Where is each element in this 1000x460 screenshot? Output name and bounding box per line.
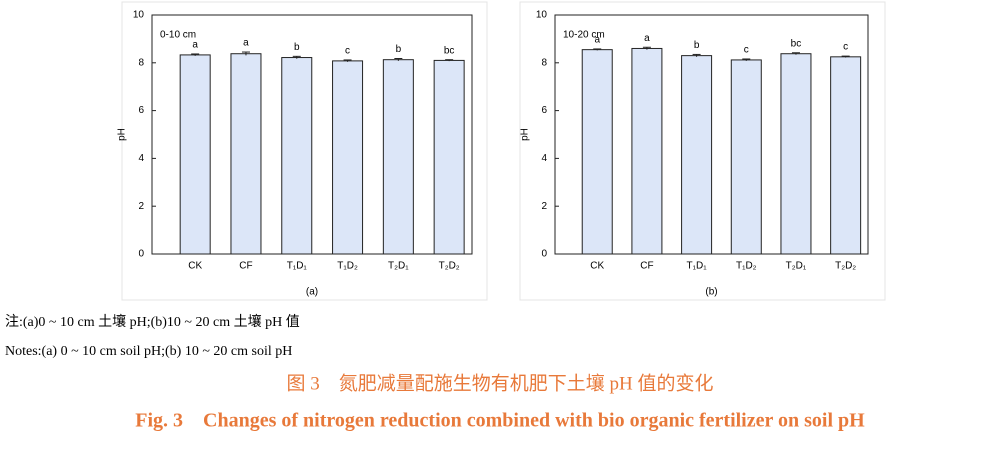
- y-tick-label: 4: [541, 153, 547, 164]
- x-tick-label: T₂D₁: [786, 261, 807, 272]
- x-tick-label: T₂D₂: [835, 261, 856, 272]
- y-tick-label: 6: [541, 105, 547, 116]
- bar: [332, 60, 364, 255]
- bar: [433, 59, 465, 255]
- significance-letter: a: [594, 35, 600, 46]
- significance-letter: bc: [791, 38, 802, 49]
- significance-letter: b: [694, 40, 700, 51]
- bar: [281, 57, 313, 255]
- note: Notes:(a) 0 ~ 10 cm soil pH;(b) 10 ~ 20 …: [5, 344, 292, 359]
- y-tick-label: 4: [138, 153, 144, 164]
- significance-letter: c: [744, 45, 749, 56]
- bar: [830, 56, 862, 255]
- note: 注:(a)0 ~ 10 cm 土壤 pH;(b)10 ~ 20 cm 土壤 pH…: [5, 313, 300, 330]
- y-tick-label: 2: [138, 201, 144, 212]
- significance-letter: a: [644, 33, 650, 44]
- y-tick-label: 2: [541, 201, 547, 212]
- y-axis-label: pH: [520, 128, 531, 141]
- x-tick-label: T₂D₂: [439, 261, 460, 272]
- x-tick-label: T₁D₂: [337, 261, 358, 272]
- significance-letter: a: [243, 38, 249, 49]
- bar: [230, 53, 262, 255]
- chart: 0 2 4 6 8 10 pH 10-20 cm (b) a CK a CF b T₁D₁ c T₁D₂ bc T₂…: [520, 10, 869, 298]
- significance-letter: a: [192, 40, 198, 51]
- x-tick-label: CK: [188, 261, 202, 272]
- caption-zh: 图 3 氮肥减量配施生物有机肥下土壤 pH 值的变化: [287, 372, 714, 394]
- panel-label: (a): [306, 287, 318, 298]
- bar: [179, 54, 211, 255]
- significance-letter: b: [396, 44, 402, 55]
- significance-letter: c: [843, 42, 848, 53]
- significance-letter: b: [294, 42, 300, 53]
- y-axis-label: pH: [117, 128, 128, 141]
- y-tick-label: 8: [541, 57, 547, 68]
- y-tick-label: 10: [133, 10, 145, 21]
- y-tick-label: 6: [138, 105, 144, 116]
- y-tick-label: 0: [138, 249, 144, 260]
- plot-title: 10-20 cm: [563, 30, 605, 41]
- panel-border: [519, 1, 886, 301]
- panel-label: (b): [705, 287, 717, 298]
- bar: [382, 59, 414, 255]
- y-tick-label: 8: [138, 57, 144, 68]
- bar: [581, 49, 613, 255]
- bar: [730, 59, 762, 255]
- x-tick-label: T₁D₁: [687, 261, 708, 272]
- plot-title: 0-10 cm: [160, 30, 196, 41]
- panel-border: [121, 1, 488, 301]
- x-tick-label: CF: [640, 261, 653, 272]
- y-tick-label: 0: [541, 249, 547, 260]
- y-tick-label: 10: [536, 10, 548, 21]
- caption-en: Fig. 3 Changes of nitrogen reduction com…: [135, 410, 865, 432]
- bar: [780, 53, 812, 255]
- significance-letter: c: [345, 46, 350, 57]
- x-tick-label: T₁D₁: [287, 261, 308, 272]
- x-tick-label: T₂D₁: [388, 261, 409, 272]
- significance-letter: bc: [444, 45, 455, 56]
- chart: 0 2 4 6 8 10 pH 0-10 cm (a) a CK a CF b T₁D₁ c T₁D₂ b T₂D₁…: [117, 10, 473, 298]
- x-tick-label: CF: [239, 261, 252, 272]
- bar: [681, 55, 713, 255]
- x-tick-label: T₁D₂: [736, 261, 757, 272]
- x-tick-label: CK: [590, 261, 604, 272]
- bar: [631, 47, 663, 255]
